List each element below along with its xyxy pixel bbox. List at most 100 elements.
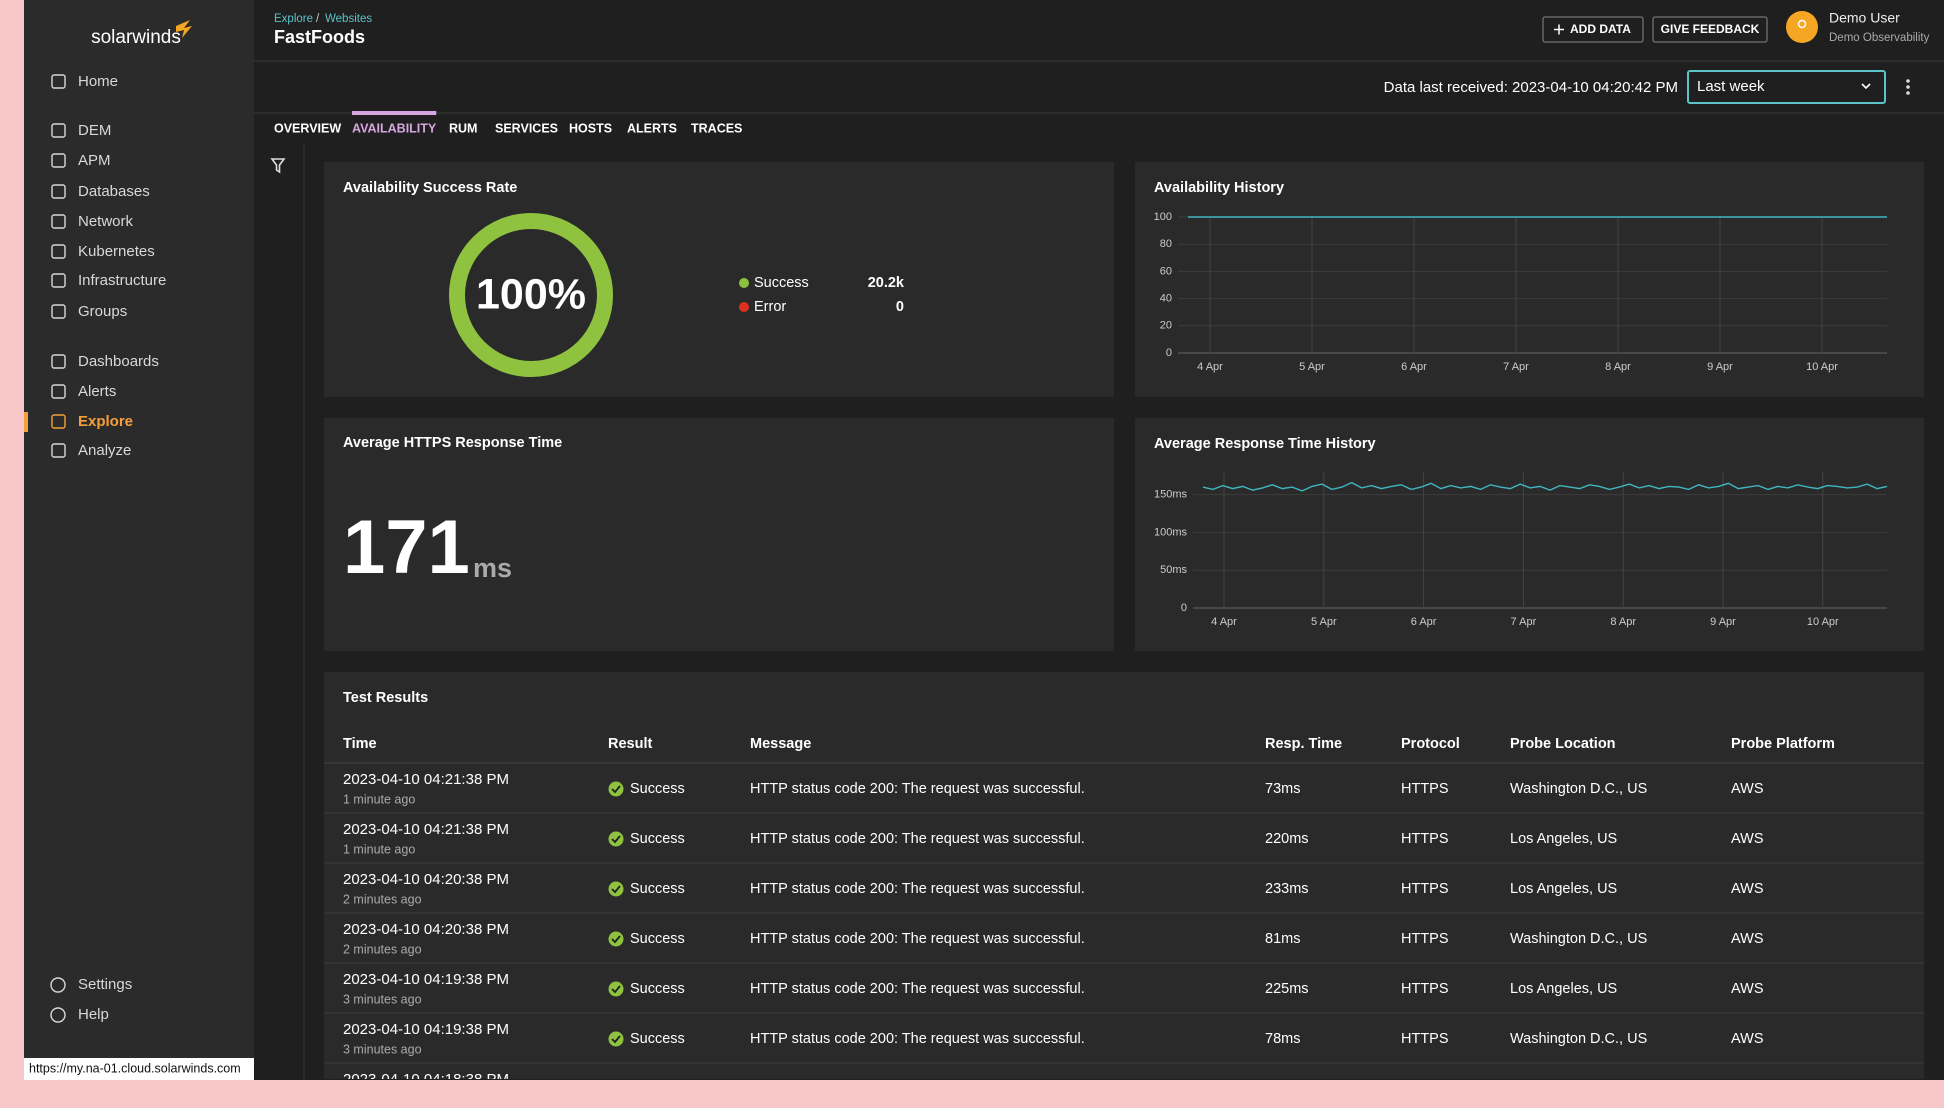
nav-item[interactable]: APM: [78, 152, 111, 169]
nav-item[interactable]: Help: [78, 1006, 109, 1023]
y-tick-label: 100ms: [1154, 526, 1188, 538]
breadcrumb[interactable]: Explore: [274, 13, 313, 25]
cell: 225ms: [1265, 981, 1309, 997]
cell: HTTPS: [1401, 881, 1449, 897]
tab[interactable]: TRACES: [691, 121, 742, 135]
nav-item[interactable]: Home: [78, 73, 118, 90]
dot: [1906, 91, 1910, 95]
feedback-button[interactable]: [1652, 16, 1768, 43]
card-title: Test Results: [343, 690, 428, 706]
tab[interactable]: RUM: [449, 121, 477, 135]
nav-icon: [51, 184, 66, 199]
cell-ago: 1 minute ago: [343, 792, 415, 806]
nav-item[interactable]: Databases: [78, 183, 150, 200]
cell: HTTP status code 200: The request was su…: [750, 831, 1085, 847]
cell-ago: 2 minutes ago: [343, 892, 422, 906]
tab[interactable]: OVERVIEW: [274, 121, 341, 135]
nav-icon: [51, 414, 66, 429]
cell: 78ms: [1265, 1031, 1300, 1047]
filter-icon[interactable]: [270, 158, 286, 174]
cell: Success: [630, 1031, 685, 1047]
card: [324, 162, 1114, 397]
nav-item[interactable]: Explore: [78, 413, 133, 430]
x-tick-label: 10 Apr: [1807, 616, 1839, 628]
last-received: Data last received: 2023-04-10 04:20:42 …: [1384, 79, 1678, 96]
nav-item[interactable]: DEM: [78, 122, 111, 139]
cell: Washington D.C., US: [1510, 781, 1647, 797]
nav-item[interactable]: Settings: [78, 976, 132, 993]
cell: HTTP status code 200: The request was su…: [750, 881, 1085, 897]
range-value[interactable]: Last week: [1697, 78, 1765, 95]
cell: AWS: [1731, 831, 1764, 847]
range-dropdown[interactable]: [1687, 70, 1886, 104]
nav-item[interactable]: Network: [78, 213, 134, 230]
logo-text: solarwinds: [91, 27, 181, 48]
nav-item[interactable]: Dashboards: [78, 353, 159, 370]
card: [1135, 418, 1924, 651]
x-tick-label: 9 Apr: [1710, 616, 1736, 628]
nav-item[interactable]: Kubernetes: [78, 243, 155, 260]
cell-ago: 3 minutes ago: [343, 992, 422, 1006]
cell: Success: [630, 981, 685, 997]
success-icon: [608, 981, 624, 997]
cell: HTTP status code 200: The request was su…: [750, 781, 1085, 797]
breadcrumb[interactable]: Websites: [325, 13, 372, 25]
cell-time: 2023-04-10 04:21:38 PM: [343, 821, 509, 838]
nav-icon: [51, 304, 66, 319]
toolbar: [254, 61, 1944, 113]
nav-item[interactable]: Groups: [78, 303, 127, 320]
user-name: Demo User: [1829, 10, 1900, 26]
active-indicator: [24, 412, 28, 432]
card: [324, 672, 1924, 1079]
add-data-button[interactable]: [1542, 16, 1644, 43]
nav-icon: [51, 153, 66, 168]
nav-item[interactable]: Infrastructure: [78, 272, 166, 289]
y-tick-label: 60: [1160, 265, 1172, 277]
logo-mark: [176, 20, 192, 38]
page-title: FastFoods: [274, 27, 365, 47]
status-url: https://my.na-01.cloud.solarwinds.com: [29, 1061, 241, 1075]
cell: HTTPS: [1401, 1031, 1449, 1047]
dot: [1906, 79, 1910, 83]
x-tick-label: 8 Apr: [1605, 361, 1631, 373]
cell: AWS: [1731, 881, 1764, 897]
nav-item[interactable]: Alerts: [78, 383, 116, 400]
cell: Los Angeles, US: [1510, 881, 1617, 897]
y-tick-label: 20: [1160, 320, 1172, 332]
nav-icon: [51, 74, 66, 89]
sidebar: [24, 0, 254, 1080]
cell: AWS: [1731, 781, 1764, 797]
column-header: Protocol: [1401, 736, 1460, 752]
filter-glyph: [270, 158, 286, 174]
cell-time: 2023-04-10 04:20:38 PM: [343, 921, 509, 938]
card: [324, 418, 1114, 651]
cell: AWS: [1731, 1031, 1764, 1047]
more-menu[interactable]: [1906, 79, 1910, 95]
column-header: Resp. Time: [1265, 736, 1342, 752]
check-glyph: [611, 835, 621, 844]
column-header: Time: [343, 736, 377, 752]
nav-item[interactable]: Analyze: [78, 442, 131, 459]
user-org: Demo Observability: [1829, 32, 1930, 44]
tab[interactable]: SERVICES: [495, 121, 558, 135]
cell-time: 2023-04-10 04:19:38 PM: [343, 1021, 509, 1038]
x-tick-label: 6 Apr: [1411, 616, 1437, 628]
y-tick-label: 100: [1154, 211, 1172, 223]
nav-icon: [51, 244, 66, 259]
nav-icon: [50, 1007, 66, 1023]
tab[interactable]: ALERTS: [627, 121, 677, 135]
cell: AWS: [1731, 981, 1764, 997]
dropdown-caret: [1861, 83, 1871, 90]
cell: Washington D.C., US: [1510, 1031, 1647, 1047]
cell-ago: 1 minute ago: [343, 842, 415, 856]
cell-ago: 2 minutes ago: [343, 942, 422, 956]
y-tick-label: 80: [1160, 238, 1172, 250]
y-tick-label: 50ms: [1160, 564, 1187, 576]
check-glyph: [611, 985, 621, 994]
cell: Washington D.C., US: [1510, 931, 1647, 947]
x-tick-label: 8 Apr: [1610, 616, 1636, 628]
tab[interactable]: AVAILABILITY: [352, 121, 437, 135]
tab[interactable]: HOSTS: [569, 121, 612, 135]
plus-icon: [1554, 24, 1564, 35]
button-label: GIVE FEEDBACK: [1661, 22, 1760, 36]
